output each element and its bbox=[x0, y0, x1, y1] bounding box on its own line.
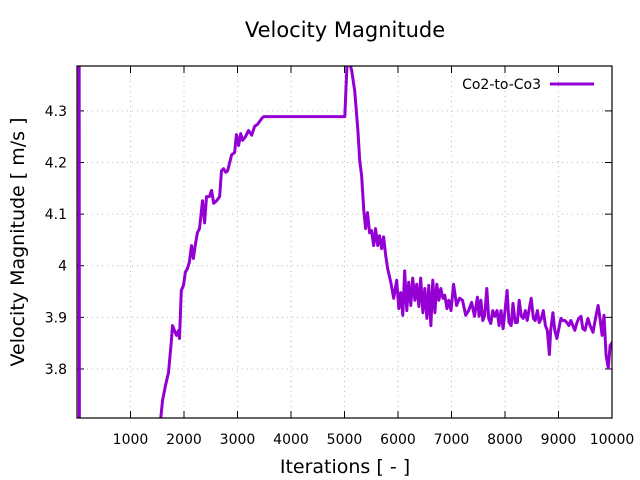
y-axis-label: Velocity Magnitude [ m/s ] bbox=[7, 118, 29, 367]
y-tick-label: 3.9 bbox=[45, 310, 67, 326]
y-tick-label: 4.1 bbox=[45, 207, 67, 223]
x-tick-label: 3000 bbox=[220, 432, 256, 448]
x-tick-label: 4000 bbox=[273, 432, 309, 448]
x-tick-label: 1000 bbox=[113, 432, 149, 448]
series-line bbox=[77, 66, 612, 418]
x-tick-label: 5000 bbox=[327, 432, 363, 448]
chart-title: Velocity Magnitude bbox=[245, 18, 445, 42]
x-tick-labels: 1000 2000 3000 4000 5000 6000 7000 8000 9000 1000… bbox=[113, 432, 635, 448]
x-axis-label: Iterations [ - ] bbox=[280, 456, 410, 478]
y-tick-label: 4.2 bbox=[45, 156, 67, 172]
series-layer bbox=[77, 66, 612, 418]
grid bbox=[77, 66, 612, 418]
plot-frame bbox=[76, 65, 613, 419]
x-tick-label: 8000 bbox=[487, 432, 523, 448]
legend-label: Co2-to-Co3 bbox=[462, 77, 541, 93]
y-tick-label: 4.3 bbox=[45, 104, 67, 120]
x-tick-label: 9000 bbox=[541, 432, 577, 448]
x-tick-label: 6000 bbox=[380, 432, 416, 448]
x-tick-label: 10000 bbox=[590, 432, 635, 448]
y-tick-label: 3.8 bbox=[45, 362, 67, 378]
y-tick-label: 4 bbox=[58, 259, 67, 275]
x-tick-label: 2000 bbox=[166, 432, 202, 448]
legend: Co2-to-Co3 bbox=[462, 77, 594, 93]
x-tick-label: 7000 bbox=[434, 432, 470, 448]
y-tick-labels: 3.8 3.9 4 4.1 4.2 4.3 bbox=[45, 104, 67, 378]
